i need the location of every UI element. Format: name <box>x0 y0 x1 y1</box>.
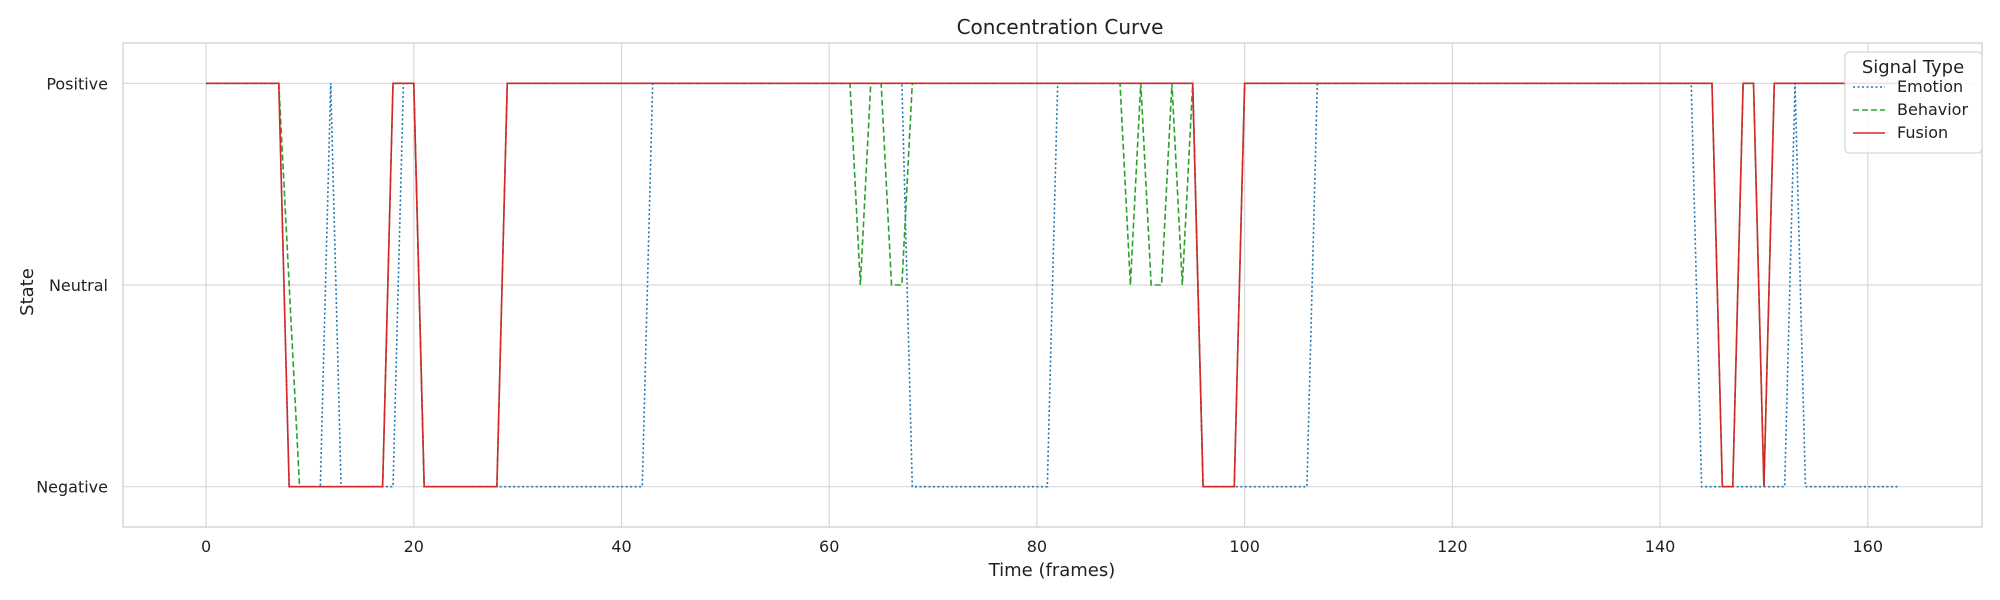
chart-title: Concentration Curve <box>957 15 1164 39</box>
series-layer <box>206 82 1899 488</box>
x-tick-label: 0 <box>201 537 211 556</box>
x-tick-label: 140 <box>1645 537 1676 556</box>
legend-title: Signal Type <box>1862 57 1964 78</box>
x-axis-label: Time (frames) <box>988 560 1116 581</box>
series-line-emotion <box>206 82 1899 488</box>
legend-label-behavior: Behavior <box>1897 100 1968 119</box>
plot-frame <box>122 42 1983 528</box>
legend-box <box>1844 51 1983 154</box>
y-axis-label: State <box>17 268 38 316</box>
x-tick-label: 100 <box>1229 537 1260 556</box>
legend-label-fusion: Fusion <box>1897 123 1948 142</box>
legend-items: Emotion Behavior Fusion <box>1853 77 1968 142</box>
x-tick-label: 80 <box>1027 537 1047 556</box>
series-line-fusion <box>206 82 1899 488</box>
y-tick-label: Negative <box>36 478 108 497</box>
y-tick-label: Neutral <box>49 276 108 295</box>
x-tick-label: 160 <box>1852 537 1883 556</box>
y-tick-label: Positive <box>46 74 108 93</box>
x-tick-label: 40 <box>611 537 631 556</box>
x-tick-label: 120 <box>1437 537 1468 556</box>
x-tick-label: 20 <box>404 537 424 556</box>
x-tick-label: 60 <box>819 537 839 556</box>
tick-labels: 0 20 40 60 80 100 120 140 160 Negative Neutral Posi… <box>36 74 1883 556</box>
legend: Signal Type Emotion Behavior Fusion <box>1844 51 1983 154</box>
legend-label-emotion: Emotion <box>1897 77 1963 96</box>
